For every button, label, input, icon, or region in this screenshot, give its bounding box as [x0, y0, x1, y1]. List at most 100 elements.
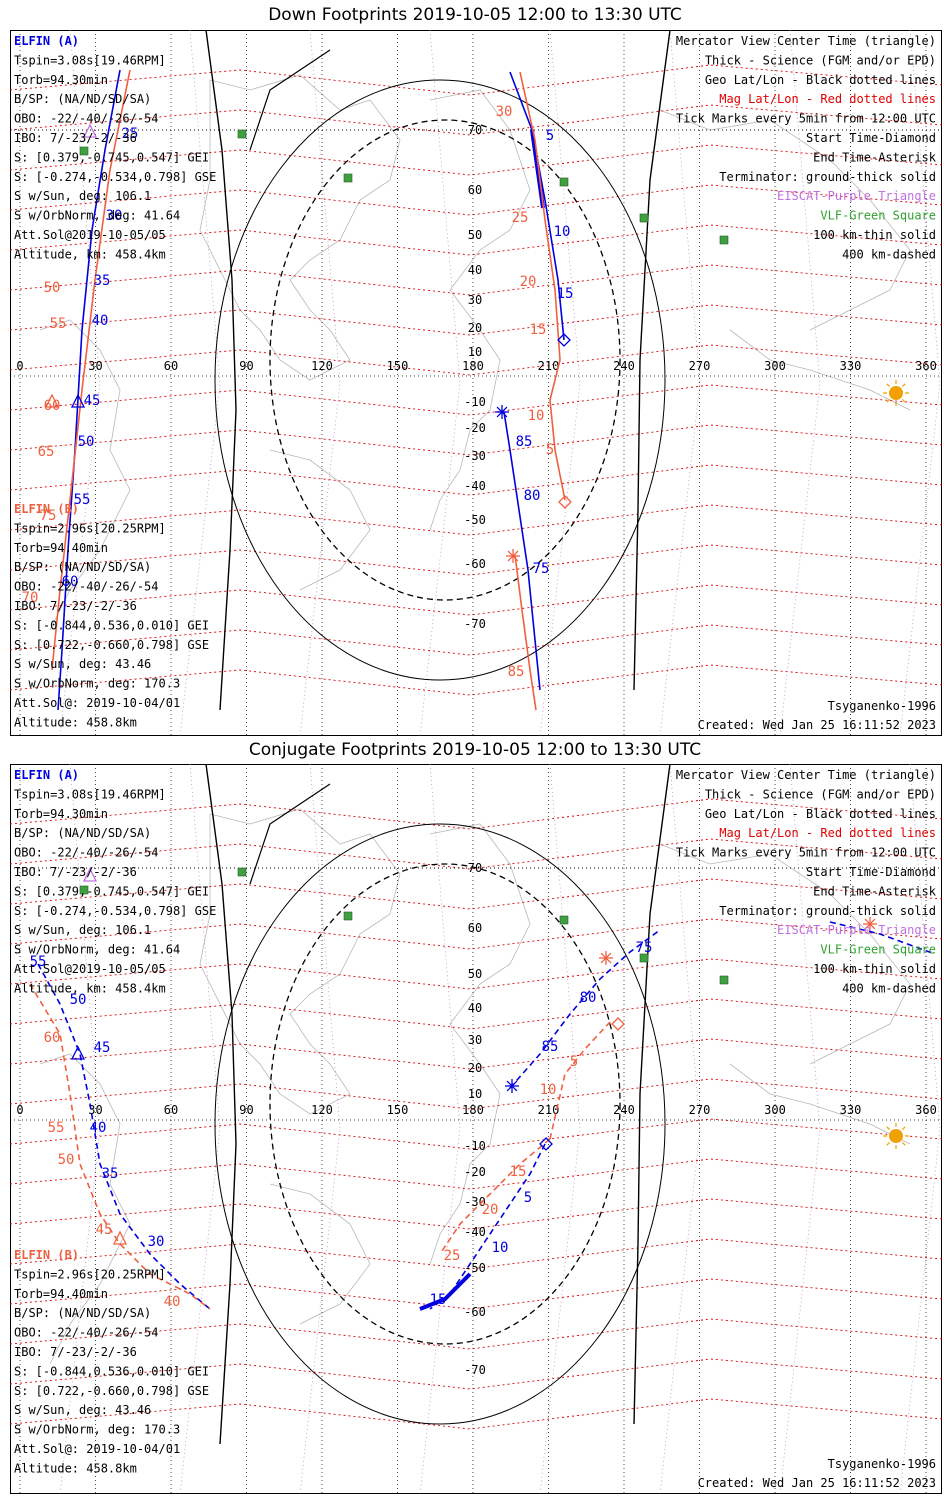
panel-title-down: Down Footprints 2019-10-05 12:00 to 13:3… [268, 5, 682, 25]
lon-label: 150 [387, 359, 409, 373]
elfin-b-track [519, 71, 566, 501]
legend-line: Geo Lat/Lon - Black dotted lines [705, 73, 936, 87]
elfin-a-track [829, 921, 936, 955]
elfin-b-info-line: Att.Sol@: 2019-10-04/01 [14, 1442, 180, 1456]
track-tick-label: 5 [524, 1190, 532, 1206]
track-tick-label: 25 [122, 126, 139, 142]
elfin-a-info-line: S w/Sun, deg: 106.1 [14, 923, 151, 937]
coastline [199, 808, 401, 1115]
track-tick-label: 85 [508, 664, 525, 680]
conjugate-footprints-map: 0 30 60 90 120 150 180 210 240 270 300 330 360706050… [10, 764, 942, 1494]
elfin-a-info-line: Tspin=3.08s[19.46RPM] [14, 53, 166, 67]
coastline [269, 1183, 371, 1325]
lon-label: 0 [16, 1103, 23, 1117]
lat-label: 30 [468, 1033, 482, 1047]
vlf-station-square [559, 177, 569, 187]
lon-label: 240 [613, 1103, 635, 1117]
lon-label: 300 [764, 1103, 786, 1117]
mag-lat-line [10, 1318, 942, 1350]
legend-line: End Time-Asterisk [813, 884, 937, 898]
lat-label: -10 [464, 395, 486, 409]
legend-line: Tick Marks every 5min from 12:00 UTC [676, 846, 936, 860]
elfin-b-info-line: S: [-0.844,0.536,0.010] GEI [14, 1364, 209, 1378]
lon-label: 0 [16, 359, 23, 373]
lon-label: 60 [164, 359, 178, 373]
elfin-a-info-line: S: [-0.274,-0.534,0.798] GSE [14, 904, 216, 918]
mag-lat-line [10, 184, 942, 216]
end-asterisk-marker [600, 952, 612, 964]
lat-label: -50 [464, 1261, 486, 1275]
legend-line: 100 km-thin solid [813, 228, 936, 242]
coastline [199, 74, 401, 381]
elfin-a-info-line: OBO: -22/-40/-26/-54 [14, 112, 159, 126]
center-triangle-marker [44, 393, 60, 408]
vlf-station-square [237, 129, 247, 139]
track-tick-label: 45 [84, 393, 101, 409]
mag-lat-line [10, 1158, 942, 1190]
track-tick-label: 75 [40, 508, 57, 524]
elfin-b-track [29, 983, 211, 1310]
legend-line: End Time-Asterisk [813, 150, 937, 164]
lat-label: -50 [464, 513, 486, 527]
center-triangle-marker [82, 867, 98, 882]
legend-line: Mercator View Center Time (triangle) [676, 768, 936, 782]
elfin-a-track [429, 1143, 546, 1310]
sun-icon [889, 1129, 903, 1143]
sun-ray [901, 1126, 906, 1131]
lat-label: 70 [468, 123, 482, 137]
track-tick-label: 15 [510, 1164, 527, 1180]
elfin-a-info-line: ELFIN (A) [14, 34, 79, 48]
footer-model: Tsyganenko-1996 [828, 1457, 936, 1471]
elfin-a-info-line: Att.Sol@2019-10-05/05 [14, 228, 166, 242]
legend-line: 100 km-thin solid [813, 962, 936, 976]
track-tick-label: 55 [48, 1120, 65, 1136]
track-tick-label: 35 [102, 1166, 119, 1182]
mag-lat-line [10, 104, 942, 136]
lat-label: 50 [468, 228, 482, 242]
sun-ray [886, 398, 891, 403]
mag-lat-line [10, 264, 942, 296]
elfin-b-info-line: S w/Sun, deg: 43.46 [14, 1403, 151, 1417]
mag-lat-line [10, 838, 942, 870]
elfin-a-info-line: S w/Sun, deg: 106.1 [14, 189, 151, 203]
sun-icon [889, 386, 903, 400]
mag-lat-line [10, 144, 942, 176]
sun-ray [901, 398, 906, 403]
lon-label: 300 [764, 359, 786, 373]
legend-line: Start Time-Diamond [806, 865, 936, 879]
lon-label: 120 [311, 359, 333, 373]
elfin-b-info-line: Tspin=2.96s[20.25RPM] [14, 521, 166, 535]
lon-label: 30 [88, 359, 102, 373]
lat-label: -20 [464, 421, 486, 435]
elfin-a-info-line: S w/OrbNorm, deg: 41.64 [14, 209, 180, 223]
elfin-a-info-line: Tspin=3.08s[19.46RPM] [14, 787, 166, 801]
elfin-a-info-line: Torb=94.30min [14, 73, 108, 87]
footer-created: Created: Wed Jan 25 16:11:52 2023 [698, 1476, 936, 1490]
elfin-b-track [549, 1021, 611, 1140]
elfin-a-info-line: IBO: 7/-23/-2/-36 [14, 131, 137, 145]
mag-lat-line [10, 798, 942, 830]
elfin-a-info-line: Altitude, km: 458.4km [14, 247, 166, 261]
lat-label: 50 [468, 967, 482, 981]
track-tick-label: 30 [106, 208, 123, 224]
legend-line: Thick - Science (FGM and/or EPD) [705, 787, 936, 801]
mag-lat-line [10, 624, 942, 656]
terminator-line [633, 764, 671, 1425]
lat-label: -70 [464, 617, 486, 631]
lon-label: 180 [462, 359, 484, 373]
sun-ray [901, 383, 906, 388]
elfin-b-info-line: B/SP: (NA/ND/SD/SA) [14, 560, 151, 574]
map-frame [10, 30, 942, 736]
mag-lat-line [10, 1118, 942, 1150]
end-asterisk-marker [507, 550, 519, 562]
track-tick-label: 25 [512, 210, 529, 226]
elfin-b-info-line: S w/OrbNorm, deg: 170.3 [14, 1423, 180, 1437]
vlf-station-square [237, 867, 247, 877]
legend-line: VLF-Green Square [820, 943, 936, 957]
track-tick-label: 80 [580, 990, 597, 1006]
elfin-a-info-line: IBO: 7/-23/-2/-36 [14, 865, 137, 879]
lon-label: 330 [840, 1103, 862, 1117]
track-tick-label: 65 [38, 444, 55, 460]
elfin-b-info-line: S w/OrbNorm, deg: 170.3 [14, 677, 180, 691]
elfin-a-info-line: S: [0.379,-0.745,0.547] GEI [14, 150, 209, 164]
